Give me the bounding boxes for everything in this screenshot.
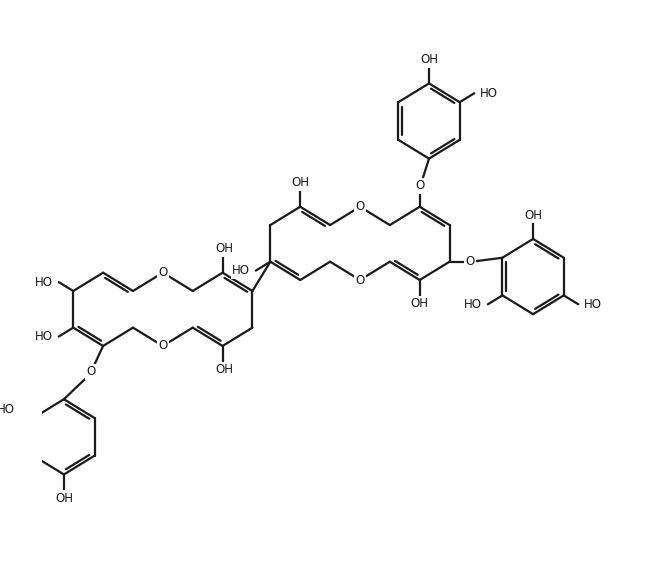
Text: O: O [158,339,168,352]
Text: HO: HO [35,275,53,289]
Text: HO: HO [464,298,482,311]
Text: O: O [355,274,364,287]
Text: OH: OH [215,363,234,376]
Text: OH: OH [215,242,234,255]
Text: OH: OH [411,297,429,310]
Text: OH: OH [524,209,542,221]
Text: OH: OH [55,492,73,505]
Text: HO: HO [480,87,498,100]
Text: O: O [158,266,168,279]
Text: O: O [415,179,424,192]
Text: HO: HO [0,402,15,416]
Text: O: O [465,255,475,268]
Text: OH: OH [420,53,438,66]
Text: HO: HO [35,330,53,343]
Text: HO: HO [232,264,250,277]
Text: HO: HO [584,298,602,311]
Text: O: O [86,365,95,378]
Text: OH: OH [291,176,310,189]
Text: O: O [355,200,364,213]
